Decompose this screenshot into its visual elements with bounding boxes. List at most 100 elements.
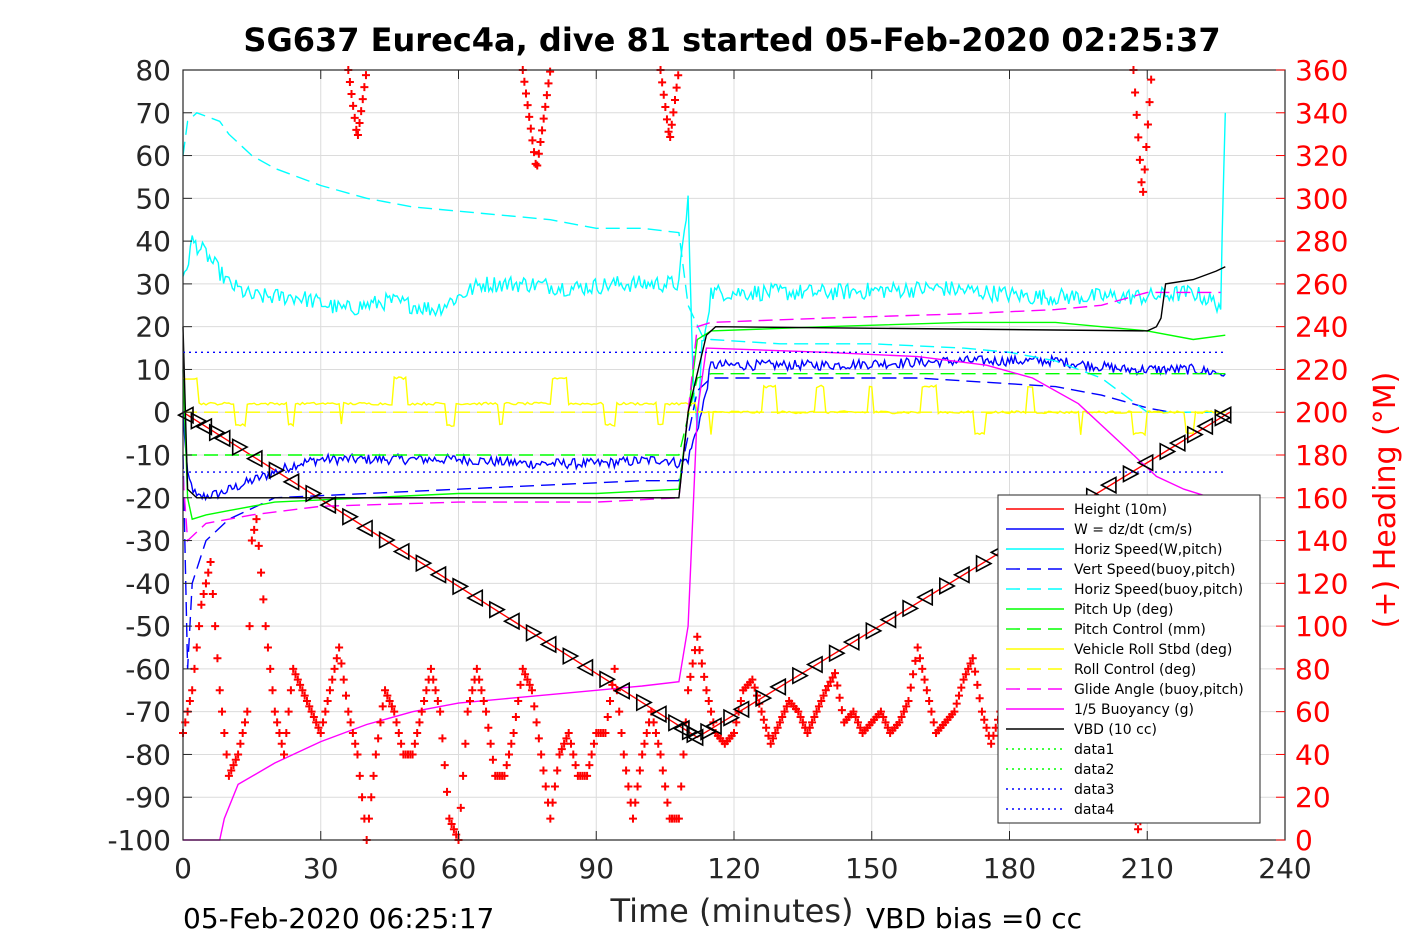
y-right-tick-label: 260 — [1295, 268, 1348, 301]
y-right-tick-label: 0 — [1295, 824, 1313, 857]
marker-triangle — [231, 438, 249, 457]
heading-point — [204, 568, 213, 577]
heading-point — [895, 718, 904, 727]
y-right-tick-label: 140 — [1295, 525, 1348, 558]
heading-point — [693, 632, 702, 641]
heading-point — [778, 713, 787, 722]
heading-point — [906, 683, 915, 692]
heading-point — [925, 696, 934, 705]
marker-triangle — [562, 647, 580, 666]
heading-point — [523, 675, 532, 684]
legend-entry-label: Horiz Speed(W,pitch) — [1074, 542, 1222, 558]
heading-point — [328, 675, 337, 684]
heading-point — [821, 686, 830, 695]
heading-point — [622, 766, 631, 775]
heading-point — [293, 675, 302, 684]
heading-wrap-point — [525, 112, 534, 121]
heading-point — [952, 699, 961, 708]
heading-point — [583, 771, 592, 780]
marker-triangle — [879, 610, 897, 629]
heading-point — [954, 691, 963, 700]
y-left-tick-label: -90 — [125, 781, 171, 814]
heading-wrap-point — [355, 119, 364, 128]
heading-point — [564, 729, 573, 738]
heading-point — [833, 681, 842, 690]
heading-point — [284, 707, 293, 716]
heading-point — [550, 782, 559, 791]
heading-point — [897, 713, 906, 722]
x-tick-label: 90 — [578, 852, 614, 885]
heading-point — [461, 739, 470, 748]
heading-point — [215, 686, 224, 695]
heading-point — [950, 707, 959, 716]
legend-entry-label: Glide Angle (buoy,pitch) — [1074, 682, 1244, 698]
heading-point — [601, 729, 610, 738]
heading-point — [314, 723, 323, 732]
marker-triangle — [392, 542, 410, 561]
marker-triangle — [700, 722, 718, 741]
y-left-tick-label: 40 — [135, 225, 171, 258]
marker-triangle — [539, 635, 557, 654]
y-right-tick-label: 160 — [1295, 482, 1348, 515]
legend-entry-label: Horiz Speed(buoy,pitch) — [1074, 582, 1243, 598]
heading-point — [853, 718, 862, 727]
heading-point — [752, 691, 761, 700]
marker-triangle — [613, 681, 630, 700]
heading-point — [254, 541, 263, 550]
heading-point — [231, 755, 240, 764]
heading-wrap-point — [534, 149, 543, 158]
heading-wrap-point — [533, 161, 542, 170]
heading-point — [394, 729, 403, 738]
heading-wrap-point — [544, 79, 553, 88]
heading-point — [484, 723, 493, 732]
marker-triangle — [704, 717, 722, 736]
heading-point — [240, 718, 249, 727]
heading-point — [443, 787, 452, 796]
legend-entry-label: Pitch Control (mm) — [1074, 622, 1206, 638]
heading-point — [566, 739, 575, 748]
heading-point — [603, 713, 612, 722]
y-right-tick-label: 340 — [1295, 97, 1348, 130]
vbd-bias-text: VBD bias =0 cc — [866, 902, 1082, 935]
heading-wrap-point — [530, 148, 539, 157]
heading-point — [883, 723, 892, 732]
marker-triangle — [939, 577, 956, 595]
heading-point — [803, 729, 812, 738]
y-left-tick-label: -50 — [125, 610, 171, 643]
heading-wrap-point — [345, 77, 354, 86]
heading-point — [270, 707, 279, 716]
heading-point — [381, 686, 390, 695]
heading-point — [913, 643, 922, 652]
heading-point — [505, 750, 514, 759]
heading-wrap-point — [1135, 155, 1144, 164]
heading-point — [422, 686, 431, 695]
heading-point — [899, 707, 908, 716]
heading-wrap-point — [521, 89, 530, 98]
heading-wrap-point — [536, 138, 545, 147]
heading-point — [633, 782, 642, 791]
heading-point — [814, 702, 823, 711]
heading-point — [436, 707, 445, 716]
marker-triangle — [842, 633, 860, 652]
heading-point — [606, 696, 615, 705]
heading-point — [465, 696, 474, 705]
heading-point — [378, 702, 387, 711]
heading-point — [964, 664, 973, 673]
heading-point — [291, 670, 300, 679]
heading-point — [507, 739, 516, 748]
axis-ticks: 0 30 60 90 120 150 180 210 240-100-90-80-70-60-5… — [107, 54, 1348, 885]
heading-point — [881, 718, 890, 727]
x-tick-label: 0 — [174, 852, 192, 885]
heading-point — [615, 707, 624, 716]
heading-wrap-point — [541, 102, 550, 111]
heading-point — [663, 798, 672, 807]
marker-triangle — [355, 519, 373, 538]
series-line-5 — [182, 321, 1226, 521]
heading-point — [309, 713, 318, 722]
heading-point — [686, 672, 695, 681]
marker-triangle — [952, 565, 970, 584]
heading-wrap-point — [1132, 110, 1141, 119]
heading-point — [238, 729, 247, 738]
heading-point — [750, 683, 759, 692]
y-left-tick-label: -10 — [125, 439, 171, 472]
